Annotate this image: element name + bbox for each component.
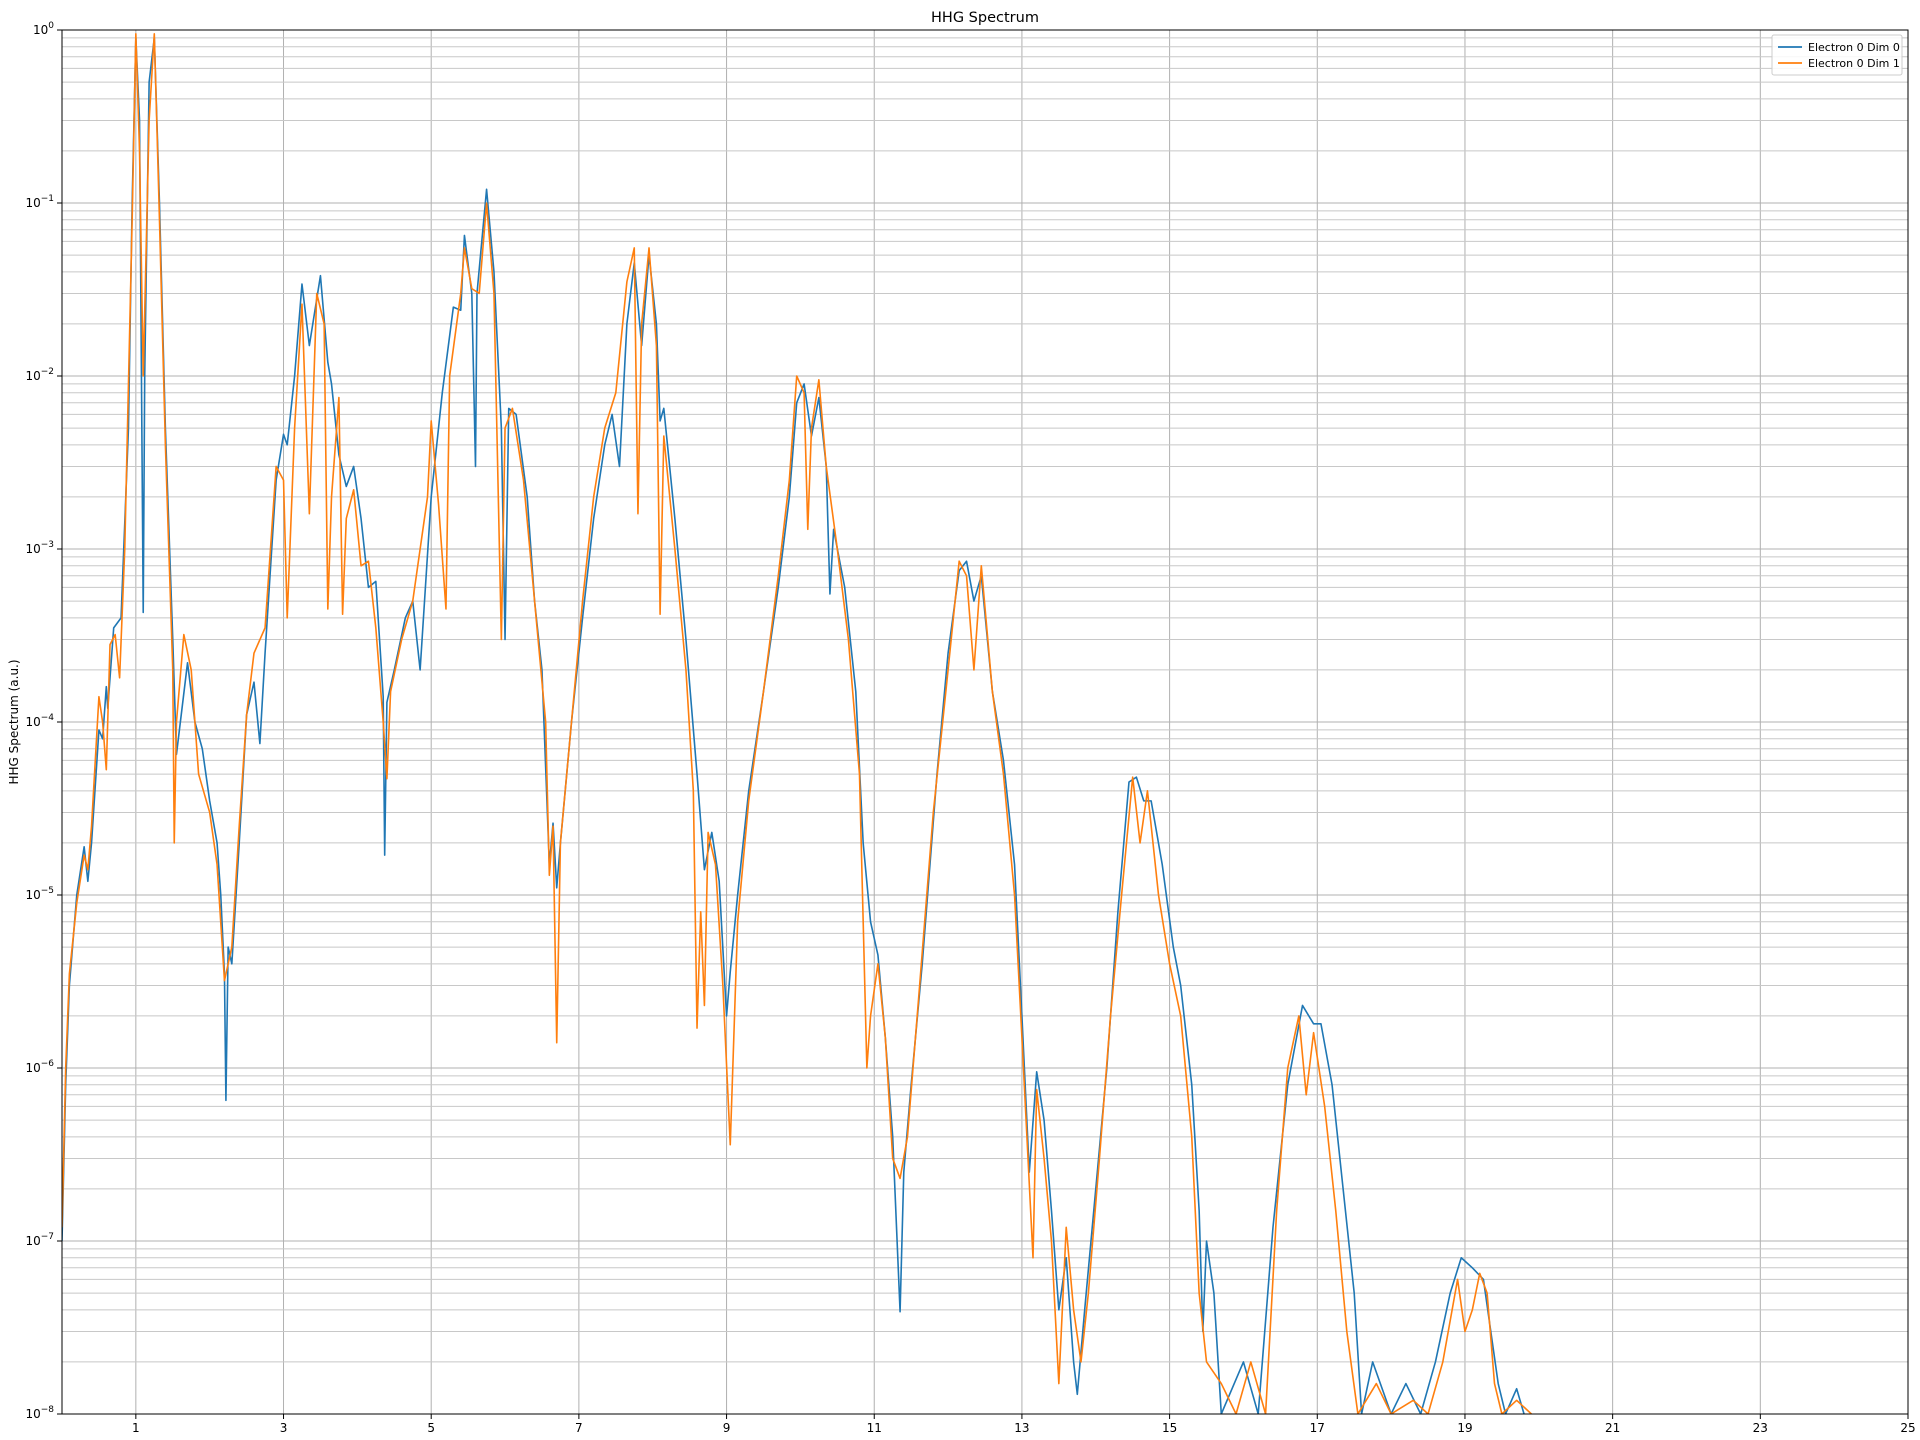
- x-tick-label: 19: [1457, 1421, 1472, 1435]
- x-tick-label: 17: [1310, 1421, 1325, 1435]
- y-tick-label: 10−3: [25, 540, 54, 556]
- x-tick-label: 23: [1753, 1421, 1768, 1435]
- legend-entry-1: Electron 0 Dim 1: [1808, 57, 1900, 70]
- x-tick-label: 7: [575, 1421, 583, 1435]
- y-tick-label: 10−7: [25, 1232, 54, 1248]
- series-group: [62, 33, 1532, 1414]
- x-tick-label: 25: [1900, 1421, 1915, 1435]
- x-tick-label: 9: [723, 1421, 731, 1435]
- y-tick-label: 10−1: [25, 194, 54, 210]
- x-tick-label: 1: [132, 1421, 140, 1435]
- x-tick-label: 21: [1605, 1421, 1620, 1435]
- y-tick-label: 10−5: [25, 886, 54, 902]
- axis-ticks: 1 3 5 7 9 11 13 15 17 19 21 23 2510−810−710−610−510−…: [25, 21, 1915, 1435]
- y-tick-label: 10−2: [25, 367, 54, 383]
- legend-box: [1771, 34, 1903, 76]
- x-tick-label: 5: [427, 1421, 435, 1435]
- y-tick-label: 100: [33, 21, 54, 37]
- legend-entry-0: Electron 0 Dim 0: [1808, 41, 1900, 54]
- chart-title: HHG Spectrum: [931, 10, 1039, 26]
- x-tick-label: 11: [867, 1421, 882, 1435]
- x-tick-label: 15: [1162, 1421, 1177, 1435]
- y-tick-label: 10−6: [25, 1059, 54, 1075]
- y-axis-label: HHG Spectrum (a.u.): [7, 659, 21, 784]
- legend: Electron 0 Dim 0 Electron 0 Dim 1: [1771, 34, 1903, 76]
- x-tick-label: 3: [280, 1421, 288, 1435]
- series-line-1: [62, 33, 1532, 1414]
- x-tick-label: 13: [1014, 1421, 1029, 1435]
- y-tick-label: 10−4: [25, 713, 54, 729]
- y-tick-label: 10−8: [25, 1405, 54, 1421]
